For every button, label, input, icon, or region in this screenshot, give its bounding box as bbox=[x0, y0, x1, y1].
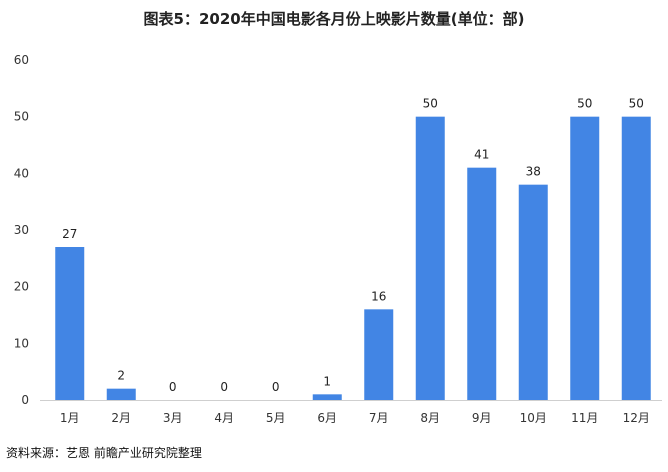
data-label: 27 bbox=[62, 227, 77, 241]
x-tick-label: 7月 bbox=[369, 411, 389, 425]
y-axis-labels: 0 10 20 30 40 50 60 bbox=[14, 53, 29, 407]
x-tick-label: 11月 bbox=[571, 411, 598, 425]
x-tick-label: 2月 bbox=[111, 411, 131, 425]
data-label: 50 bbox=[629, 97, 644, 111]
bar bbox=[106, 388, 136, 400]
y-tick-label: 40 bbox=[14, 166, 29, 180]
bar bbox=[415, 116, 445, 401]
x-tick-label: 12月 bbox=[623, 411, 650, 425]
data-label: 38 bbox=[526, 165, 541, 179]
x-tick-label: 3月 bbox=[163, 411, 183, 425]
data-label: 16 bbox=[371, 289, 386, 303]
bar bbox=[570, 116, 600, 401]
value-labels: 27 2 0 0 0 1 16 50 41 38 50 50 bbox=[62, 97, 644, 394]
x-tick-label: 4月 bbox=[214, 411, 234, 425]
x-tick-label: 8月 bbox=[420, 411, 440, 425]
bar bbox=[312, 394, 342, 400]
bar bbox=[621, 116, 651, 401]
bar bbox=[55, 247, 85, 400]
data-label: 0 bbox=[272, 380, 280, 394]
bar bbox=[364, 309, 394, 400]
y-tick-label: 10 bbox=[14, 336, 29, 350]
data-label: 50 bbox=[577, 97, 592, 111]
data-label: 50 bbox=[423, 97, 438, 111]
y-tick-label: 20 bbox=[14, 280, 29, 294]
data-label: 1 bbox=[323, 374, 331, 388]
y-tick-label: 30 bbox=[14, 223, 29, 237]
y-tick-label: 0 bbox=[21, 393, 29, 407]
x-tick-label: 6月 bbox=[317, 411, 337, 425]
data-label: 2 bbox=[117, 369, 125, 383]
chart-title: 图表5：2020年中国电影各月份上映影片数量(单位：部) bbox=[143, 10, 525, 28]
x-tick-label: 10月 bbox=[520, 411, 547, 425]
data-label: 41 bbox=[474, 148, 489, 162]
x-tick-label: 1月 bbox=[60, 411, 80, 425]
x-tick-label: 9月 bbox=[472, 411, 492, 425]
y-tick-label: 60 bbox=[14, 53, 29, 67]
bars bbox=[55, 116, 651, 401]
source-note: 资料来源：艺恩 前瞻产业研究院整理 bbox=[6, 446, 202, 460]
data-label: 0 bbox=[220, 380, 228, 394]
bar bbox=[518, 184, 548, 400]
y-tick-label: 50 bbox=[14, 110, 29, 124]
bar bbox=[467, 167, 497, 400]
x-tick-label: 5月 bbox=[266, 411, 286, 425]
data-label: 0 bbox=[169, 380, 177, 394]
x-axis-labels: 1月 2月 3月 4月 5月 6月 7月 8月 9月 10月 11月 12月 bbox=[60, 411, 650, 425]
